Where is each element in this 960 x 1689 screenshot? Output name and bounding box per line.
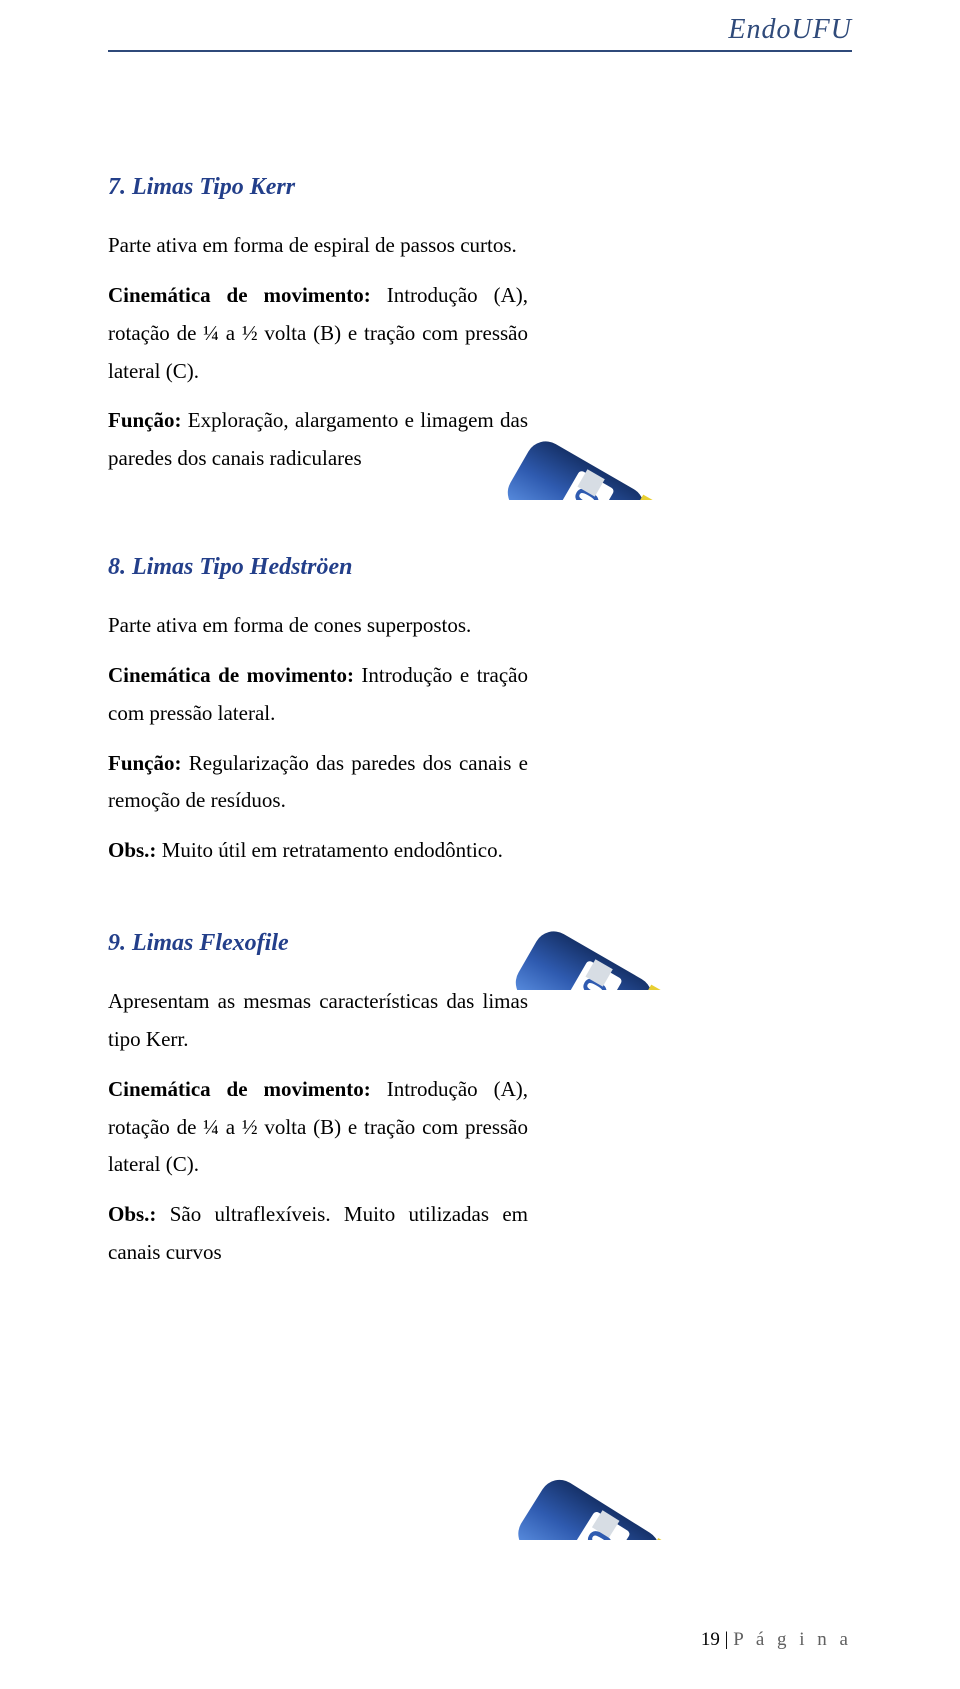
p-2-2-bold: Função: [108, 751, 182, 775]
p-3-1-bold: Cinemática de movimento: [108, 1077, 371, 1101]
section-title-3: 9. Limas Flexofile [108, 922, 528, 965]
p-1-1: Cinemática de movimento: Introdução (A),… [108, 277, 528, 390]
p-3-0: Apresentam as mesmas características das… [108, 983, 528, 1059]
instrument-image-2: 30 [502, 570, 852, 990]
section-title-1: 7. Limas Tipo Kerr [108, 166, 528, 209]
footer-sep: | [720, 1629, 733, 1650]
page-number: 19 [701, 1629, 720, 1650]
p-3-1: Cinemática de movimento: Introdução (A),… [108, 1071, 528, 1184]
p-1-2-bold: Função: [108, 408, 182, 432]
p-2-3: Obs.: Muito útil em retratamento endodôn… [108, 832, 528, 870]
instrument-image-3: 30 [502, 1080, 852, 1540]
page-footer: 19 | P á g i n a [701, 1629, 852, 1651]
brand-header: EndoUFU [728, 14, 852, 46]
header-rule [108, 50, 852, 52]
p-2-3-rest: Muito útil em retratamento endodôntico. [156, 838, 502, 862]
image-column: 30 [502, 60, 852, 1620]
p-3-2: Obs.: São ultraflexíveis. Muito utilizad… [108, 1196, 528, 1272]
p-3-2-rest: São ultraflexíveis. Muito utilizadas em … [108, 1202, 528, 1264]
p-2-0: Parte ativa em forma de cones superposto… [108, 607, 528, 645]
p-2-1: Cinemática de movimento: Introdução e tr… [108, 657, 528, 733]
instrument-image-1: 30 [502, 60, 852, 500]
p-3-2-bold: Obs.: [108, 1202, 156, 1226]
p-1-2: Função: Exploração, alargamento e limage… [108, 402, 528, 478]
section-title-2: 8. Limas Tipo Hedströen [108, 546, 528, 589]
p-2-3-bold: Obs.: [108, 838, 156, 862]
p-2-1-bold: Cinemática de movimento: [108, 663, 354, 687]
p-1-0: Parte ativa em forma de espiral de passo… [108, 227, 528, 265]
text-column: 7. Limas Tipo Kerr Parte ativa em forma … [108, 120, 528, 1284]
p-2-2: Função: Regularização das paredes dos ca… [108, 745, 528, 821]
p-1-1-bold: Cinemática de movimento: [108, 283, 371, 307]
page-word: P á g i n a [733, 1629, 852, 1650]
page: EndoUFU 7. Limas Tipo Kerr Parte ativa e… [0, 0, 960, 1689]
